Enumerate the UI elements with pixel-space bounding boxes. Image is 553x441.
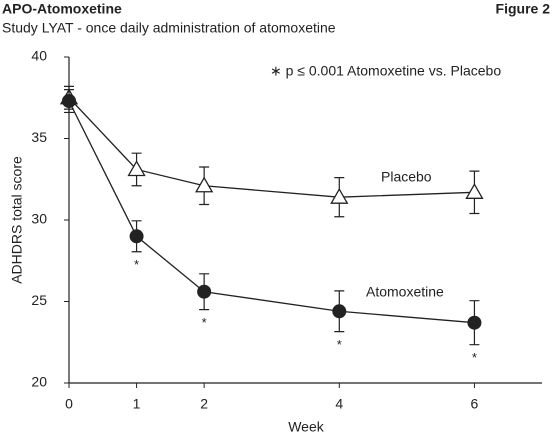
y-tick-label: 30 — [31, 211, 47, 227]
marker — [62, 94, 76, 109]
marker — [332, 304, 347, 319]
x-tick-label: 1 — [133, 396, 141, 412]
marker — [127, 160, 146, 177]
marker — [129, 229, 144, 244]
note: ∗ p ≤ 0.001 Atomoxetine vs. Placebo — [270, 63, 501, 79]
y-tick-label: 35 — [31, 129, 47, 145]
x-tick-label: 4 — [335, 396, 343, 412]
figure-label: Figure 2 — [496, 1, 551, 17]
significance-mark: * — [134, 257, 139, 272]
marker — [467, 315, 482, 330]
significance-mark: * — [472, 350, 477, 365]
series-label: Atomoxetine — [366, 284, 444, 300]
marker — [195, 176, 214, 193]
x-tick-label: 0 — [65, 396, 73, 412]
chart-title: Study LYAT - once daily administration o… — [2, 20, 336, 36]
y-tick-label: 40 — [31, 48, 47, 64]
header: APO-Atomoxetine — [2, 1, 122, 17]
marker — [330, 187, 349, 204]
marker — [197, 284, 212, 299]
significance-mark: * — [202, 315, 207, 330]
x-tick-label: 2 — [200, 396, 208, 412]
series-label: Placebo — [381, 169, 432, 185]
y-tick-label: 20 — [31, 374, 47, 390]
x-tick-label: 6 — [471, 396, 479, 412]
y-axis-title: ADHDRS total score — [9, 156, 25, 284]
marker — [465, 182, 484, 199]
x-axis-title: Week — [288, 419, 325, 435]
y-tick-label: 25 — [31, 292, 47, 308]
significance-mark: * — [337, 337, 342, 352]
